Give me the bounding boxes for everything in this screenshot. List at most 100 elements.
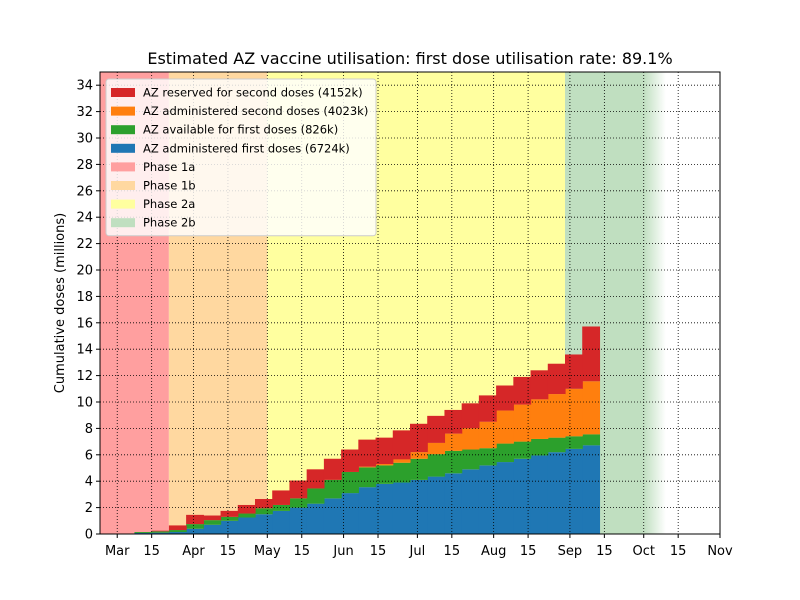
series-1-week-24: [530, 455, 549, 534]
series-2-week-13: [341, 471, 359, 494]
series-2-week-10: [289, 498, 308, 508]
x-tick-label: 15: [670, 544, 687, 559]
y-tick-label: 28: [76, 158, 93, 173]
series-2-week-22: [496, 443, 514, 463]
series-1-week-19: [444, 473, 463, 534]
series-2-week-27: [582, 434, 601, 446]
legend-label: Phase 2a: [143, 197, 195, 211]
series-2-week-15: [375, 465, 394, 484]
y-tick-label: 22: [76, 237, 93, 252]
series-3-week-27: [582, 381, 601, 435]
series-3-week-17: [410, 452, 428, 459]
series-1-week-26: [565, 448, 583, 534]
legend-swatch: [111, 88, 135, 97]
series-2-week-14: [358, 467, 377, 488]
series-2-week-8: [255, 508, 273, 515]
legend-swatch: [111, 125, 135, 135]
series-2-week-5: [203, 520, 222, 525]
series-1-week-21: [478, 465, 497, 534]
legend-swatch: [111, 181, 135, 190]
series-4-week-17: [410, 423, 428, 453]
x-tick-label: Mar: [105, 544, 130, 559]
series-4-week-11: [306, 469, 325, 489]
series-2-week-4: [186, 524, 204, 529]
series-3-week-14: [358, 466, 377, 468]
legend: AZ reserved for second doses (4152k) AZ a…: [105, 78, 377, 237]
series-4-week-23: [513, 376, 532, 405]
y-tick-label: 14: [76, 343, 93, 358]
y-tick-label: 0: [85, 528, 93, 543]
series-4-week-7: [237, 504, 256, 514]
x-tick-label: 15: [444, 544, 461, 559]
legend-swatch: [111, 162, 135, 172]
series-4-week-18: [427, 415, 446, 443]
legend-swatch: [111, 143, 135, 153]
series-3-week-23: [513, 404, 532, 442]
series-2-week-24: [530, 438, 549, 456]
series-1-week-5: [203, 524, 222, 534]
series-2-week-18: [427, 454, 446, 477]
series-1-week-22: [496, 462, 514, 534]
y-tick-label: 8: [85, 422, 93, 437]
series-4-week-3: [168, 525, 187, 531]
y-tick-label: 10: [76, 396, 93, 411]
x-tick-label: 15: [520, 544, 537, 559]
y-tick-label: 32: [76, 105, 93, 120]
legend-label: Phase 1b: [143, 179, 196, 193]
legend-label: Phase 1a: [143, 160, 195, 174]
series-2-week-3: [168, 530, 187, 533]
series-1-week-23: [513, 458, 532, 534]
x-tick-label: 15: [293, 544, 310, 559]
series-3-week-19: [444, 433, 463, 451]
series-1-week-1: [134, 532, 153, 534]
series-1-week-20: [461, 469, 480, 534]
series-1-week-9: [272, 510, 291, 534]
series-1-week-17: [410, 479, 428, 534]
y-tick-label: 4: [85, 475, 93, 490]
legend-label: AZ reserved for second doses (4152k): [143, 86, 363, 100]
series-3-week-16: [392, 459, 411, 463]
y-tick-label: 20: [76, 264, 93, 279]
x-axis: Mar 15 Apr 15 May 15 Jun 15 Jul 15 Aug 15 Sep 15 Oct 15…: [105, 534, 733, 559]
series-4-week-9: [272, 490, 291, 505]
series-4-week-4: [186, 514, 204, 525]
series-1-week-3: [168, 532, 187, 534]
series-1-week-10: [289, 507, 308, 534]
series-1-week-16: [392, 482, 411, 534]
series-1-week-6: [220, 520, 239, 534]
x-tick-label: Nov: [707, 544, 733, 559]
chart-title: Estimated AZ vaccine utilisation: first …: [147, 49, 672, 68]
series-2-week-16: [392, 462, 411, 483]
series-1-week-14: [358, 487, 377, 534]
series-3-week-18: [427, 442, 446, 455]
series-4-week-14: [358, 439, 377, 467]
phase-band-4-fade: [643, 72, 666, 534]
series-4-week-12: [323, 458, 342, 480]
y-tick-label: 6: [85, 448, 93, 463]
series-3-week-21: [478, 421, 497, 449]
y-tick-label: 30: [76, 132, 93, 147]
x-tick-label: Sep: [558, 544, 583, 559]
series-2-week-1: [134, 532, 153, 533]
y-tick-label: 26: [76, 184, 93, 199]
series-3-week-24: [530, 399, 549, 439]
series-1-week-11: [306, 503, 325, 534]
legend-label: AZ administered first doses (6724k): [143, 141, 350, 155]
series-4-week-22: [496, 385, 514, 411]
series-1-week-15: [375, 483, 394, 534]
series-4-week-25: [547, 363, 566, 395]
series-1-week-13: [341, 493, 359, 534]
y-axis-label: Cumulative doses (millions): [53, 213, 68, 393]
series-1-week-18: [427, 476, 446, 534]
y-tick-label: 34: [76, 79, 93, 94]
y-tick-label: 2: [85, 501, 93, 516]
series-1-week-8: [255, 514, 273, 534]
series-1-week-7: [237, 517, 256, 534]
series-4-week-21: [478, 395, 497, 422]
y-tick-label: 12: [76, 369, 93, 384]
legend-swatch: [111, 106, 135, 116]
series-3-week-15: [375, 464, 394, 466]
series-2-week-6: [220, 516, 239, 521]
series-2-week-17: [410, 458, 428, 480]
